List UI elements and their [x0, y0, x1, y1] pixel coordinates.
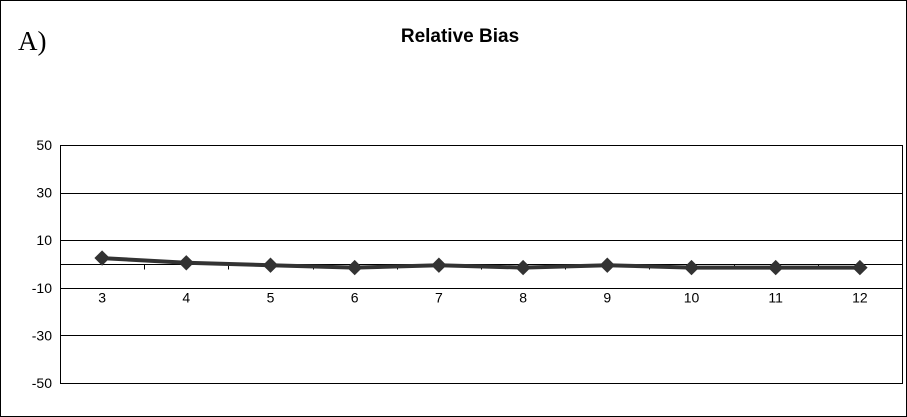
data-point-marker — [346, 259, 363, 276]
panel-label: A) — [18, 26, 47, 56]
y-tick-label: -50 — [32, 375, 52, 391]
gridlines — [60, 193, 902, 336]
y-tick-label: -30 — [32, 327, 52, 343]
x-tick-label: 12 — [852, 290, 868, 306]
x-tick-label: 8 — [519, 290, 527, 306]
x-tick-label: 10 — [684, 290, 700, 306]
data-point-marker — [431, 257, 447, 273]
y-tick-label: 10 — [36, 232, 52, 248]
y-axis-tick-labels: -50 -30 -10 10 30 50 — [32, 137, 52, 391]
series-layer — [94, 250, 868, 276]
y-tick-label: 30 — [36, 185, 52, 201]
y-tick-label: 50 — [36, 137, 52, 153]
y-tick-label: -10 — [32, 280, 52, 296]
series-line — [101, 256, 860, 270]
data-point-marker — [599, 257, 616, 273]
x-axis-tick-labels: 3 4 5 6 7 8 9 10 11 12 — [98, 290, 868, 306]
data-point-marker — [767, 259, 784, 276]
x-tick-label: 7 — [435, 290, 443, 306]
x-tick-label: 3 — [98, 290, 106, 306]
data-point-marker — [262, 257, 279, 273]
x-tick-label: 9 — [603, 290, 611, 306]
data-point-marker — [515, 259, 531, 276]
data-point-marker — [852, 259, 868, 276]
data-point-marker — [94, 250, 110, 266]
data-point-marker — [178, 255, 195, 271]
x-tick-label: 4 — [182, 290, 190, 306]
data-point-marker — [683, 259, 700, 276]
x-tick-label: 6 — [351, 290, 359, 306]
x-tick-label: 11 — [768, 290, 783, 306]
chart-title: Relative Bias — [401, 26, 519, 47]
x-tick-label: 5 — [267, 290, 275, 306]
